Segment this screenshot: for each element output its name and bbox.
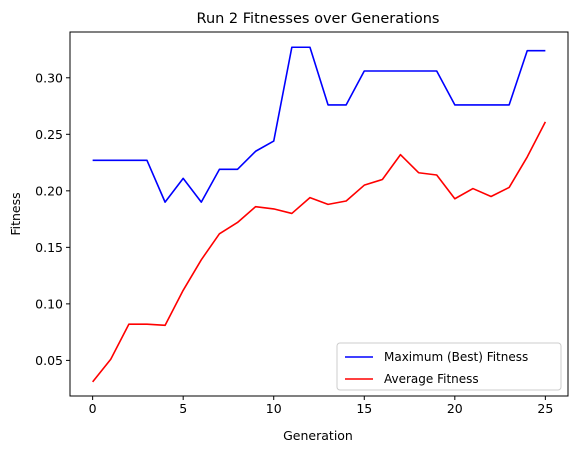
y-axis: 0.05 0.10 0.15 0.20 0.25 0.30 — [35, 70, 70, 368]
x-axis-label: Generation — [283, 428, 353, 443]
chart-title: Run 2 Fitnesses over Generations — [197, 11, 440, 27]
x-tick-label: 0 — [89, 401, 97, 416]
x-tick-label: 25 — [537, 401, 553, 416]
plot-frame — [70, 32, 568, 396]
x-tick-label: 15 — [356, 401, 372, 416]
legend-label-avg: Average Fitness — [384, 372, 479, 386]
series-layer — [93, 47, 546, 382]
y-tick-label: 0.20 — [35, 183, 63, 198]
y-tick-label: 0.30 — [35, 70, 63, 85]
y-tick-label: 0.05 — [35, 353, 63, 368]
x-tick-label: 5 — [179, 401, 187, 416]
x-axis: 0 5 10 15 20 25 — [89, 396, 554, 416]
x-tick-label: 20 — [447, 401, 463, 416]
x-tick-label: 10 — [266, 401, 282, 416]
legend: Maximum (Best) Fitness Average Fitness — [337, 343, 561, 390]
plot-area — [70, 32, 568, 396]
y-axis-label: Fitness — [8, 192, 23, 235]
y-tick-label: 0.25 — [35, 127, 63, 142]
y-tick-label: 0.15 — [35, 240, 63, 255]
y-tick-label: 0.10 — [35, 296, 63, 311]
series-line-max — [93, 47, 546, 202]
legend-label-max: Maximum (Best) Fitness — [384, 350, 528, 364]
